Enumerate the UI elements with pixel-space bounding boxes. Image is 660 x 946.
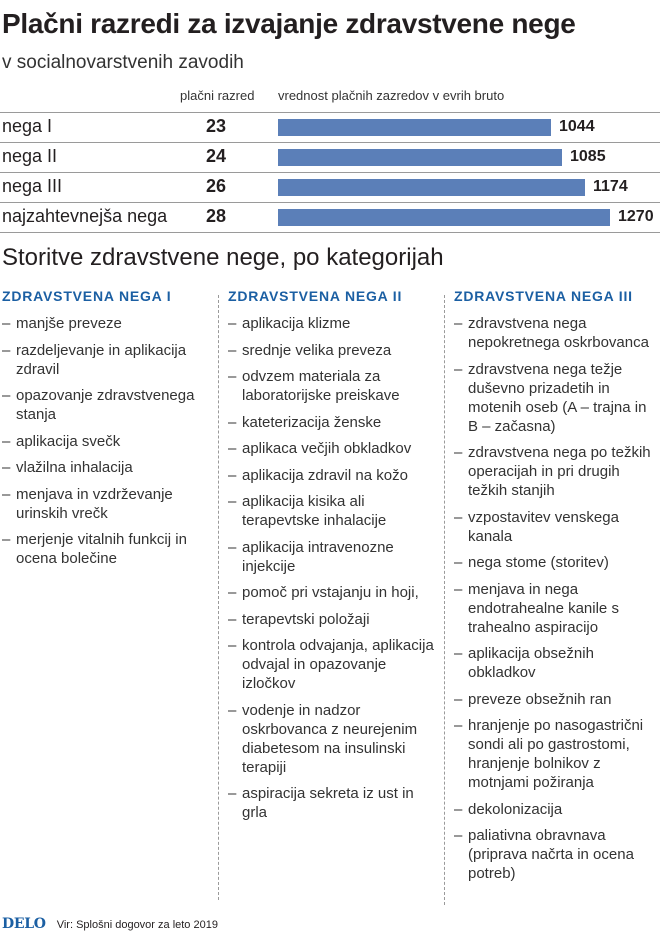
service-item: zdravstvena nega težje duševno prizadeti… bbox=[454, 360, 658, 436]
divider-line bbox=[0, 112, 660, 113]
category-list: aplikacija klizme srednje velika preveza o… bbox=[228, 314, 436, 822]
column-divider bbox=[444, 295, 445, 905]
delo-logo: DELO bbox=[2, 916, 46, 932]
service-item: kateterizacija ženske bbox=[228, 413, 436, 432]
divider-line bbox=[0, 142, 660, 143]
service-item: nega stome (storitev) bbox=[454, 553, 658, 572]
service-item: hranjenje po nasogastrični sondi ali po … bbox=[454, 716, 658, 792]
column-divider bbox=[218, 295, 219, 900]
category-heading: ZDRAVSTVENA NEGA II bbox=[228, 288, 403, 304]
category-heading: ZDRAVSTVENA NEGA I bbox=[2, 288, 172, 304]
service-item: preveze obsežnih ran bbox=[454, 690, 658, 709]
category-label: nega I bbox=[2, 116, 53, 136]
service-item: aplikaca večjih obkladkov bbox=[228, 439, 436, 458]
grade-value: 28 bbox=[205, 206, 227, 226]
service-item: odvzem materiala za laboratorijske preis… bbox=[228, 367, 436, 405]
service-item: vlažilna inhalacija bbox=[2, 458, 207, 477]
category-nega-1: ZDRAVSTVENA NEGA I manjše preveze razdelj… bbox=[2, 288, 207, 576]
service-item: aspiracija sekreta iz ust in grla bbox=[228, 784, 436, 822]
bar-value-label: 1044 bbox=[559, 118, 595, 135]
footer: DELO Vir: Splošni dogovor za leto 2019 bbox=[2, 916, 218, 932]
service-item: vodenje in nadzor oskrbovanca z neurejen… bbox=[228, 701, 436, 777]
divider-line bbox=[0, 232, 660, 233]
category-list: zdravstvena nega nepokretnega oskrbovanc… bbox=[454, 314, 658, 883]
grade-value: 23 bbox=[205, 116, 227, 136]
category-nega-3: ZDRAVSTVENA NEGA III zdravstvena nega ne… bbox=[454, 288, 658, 891]
service-item: vzpostavitev venskega kanala bbox=[454, 508, 658, 546]
service-item: opazovanje zdravstvenega stanja bbox=[2, 386, 207, 424]
divider-line bbox=[0, 202, 660, 203]
services-title: Storitve zdravstvene nege, po kategorija… bbox=[2, 244, 444, 271]
service-item: zdravstvena nega nepokretnega oskrbovanc… bbox=[454, 314, 658, 352]
source-note: Vir: Splošni dogovor za leto 2019 bbox=[56, 919, 218, 931]
divider-line bbox=[0, 172, 660, 173]
service-item: aplikacija klizme bbox=[228, 314, 436, 333]
service-item: aplikacija obsežnih obkladkov bbox=[454, 644, 658, 682]
category-nega-2: ZDRAVSTVENA NEGA II aplikacija klizme sre… bbox=[228, 288, 436, 830]
value-column-header: vrednost plačnih zazredov v evrih bruto bbox=[278, 88, 505, 103]
category-label: najzahtevnejša nega bbox=[2, 206, 168, 226]
grade-value: 26 bbox=[205, 176, 227, 196]
service-item: zdravstvena nega po težkih operacijah in… bbox=[454, 443, 658, 500]
service-item: kontrola odvajanja, aplikacija odvajal i… bbox=[228, 636, 436, 693]
service-item: menjava in nega endotrahealne kanile s t… bbox=[454, 580, 658, 637]
grade-value: 24 bbox=[205, 146, 227, 166]
service-item: manjše preveze bbox=[2, 314, 207, 333]
chart-subtitle: v socialnovarstvenih zavodih bbox=[2, 52, 244, 73]
service-item: razdeljevanje in aplikacija zdravil bbox=[2, 341, 207, 379]
grade-column-header: plačni razred bbox=[180, 88, 255, 103]
service-item: merjenje vitalnih funkcij in ocena boleč… bbox=[2, 530, 207, 568]
service-item: srednje velika preveza bbox=[228, 341, 436, 360]
service-item: paliativna obravnava (priprava načrta in… bbox=[454, 826, 658, 883]
category-label: nega II bbox=[2, 146, 58, 166]
service-item: aplikacija svečk bbox=[2, 432, 207, 451]
bar bbox=[278, 209, 610, 226]
service-item: pomoč pri vstajanju in hoji, bbox=[228, 583, 436, 602]
service-item: menjava in vzdrževanje urinskih vrečk bbox=[2, 485, 207, 523]
service-item: aplikacija zdravil na kožo bbox=[228, 466, 436, 485]
category-label: nega III bbox=[2, 176, 63, 196]
bar bbox=[278, 119, 551, 136]
chart-title: Plačni razredi za izvajanje zdravstvene … bbox=[2, 8, 576, 39]
bar bbox=[278, 149, 562, 166]
bar bbox=[278, 179, 585, 196]
service-item: aplikacija kisika ali terapevtske inhala… bbox=[228, 492, 436, 530]
service-item: terapevtski položaji bbox=[228, 610, 436, 629]
service-item: aplikacija intravenozne injekcije bbox=[228, 538, 436, 576]
category-list: manjše preveze razdeljevanje in aplikacij… bbox=[2, 314, 207, 568]
service-item: dekolonizacija bbox=[454, 800, 658, 819]
bar-value-label: 1174 bbox=[593, 178, 628, 195]
bar-value-label: 1085 bbox=[570, 148, 606, 165]
category-heading: ZDRAVSTVENA NEGA III bbox=[454, 288, 633, 304]
bar-value-label: 1270 bbox=[618, 208, 654, 225]
